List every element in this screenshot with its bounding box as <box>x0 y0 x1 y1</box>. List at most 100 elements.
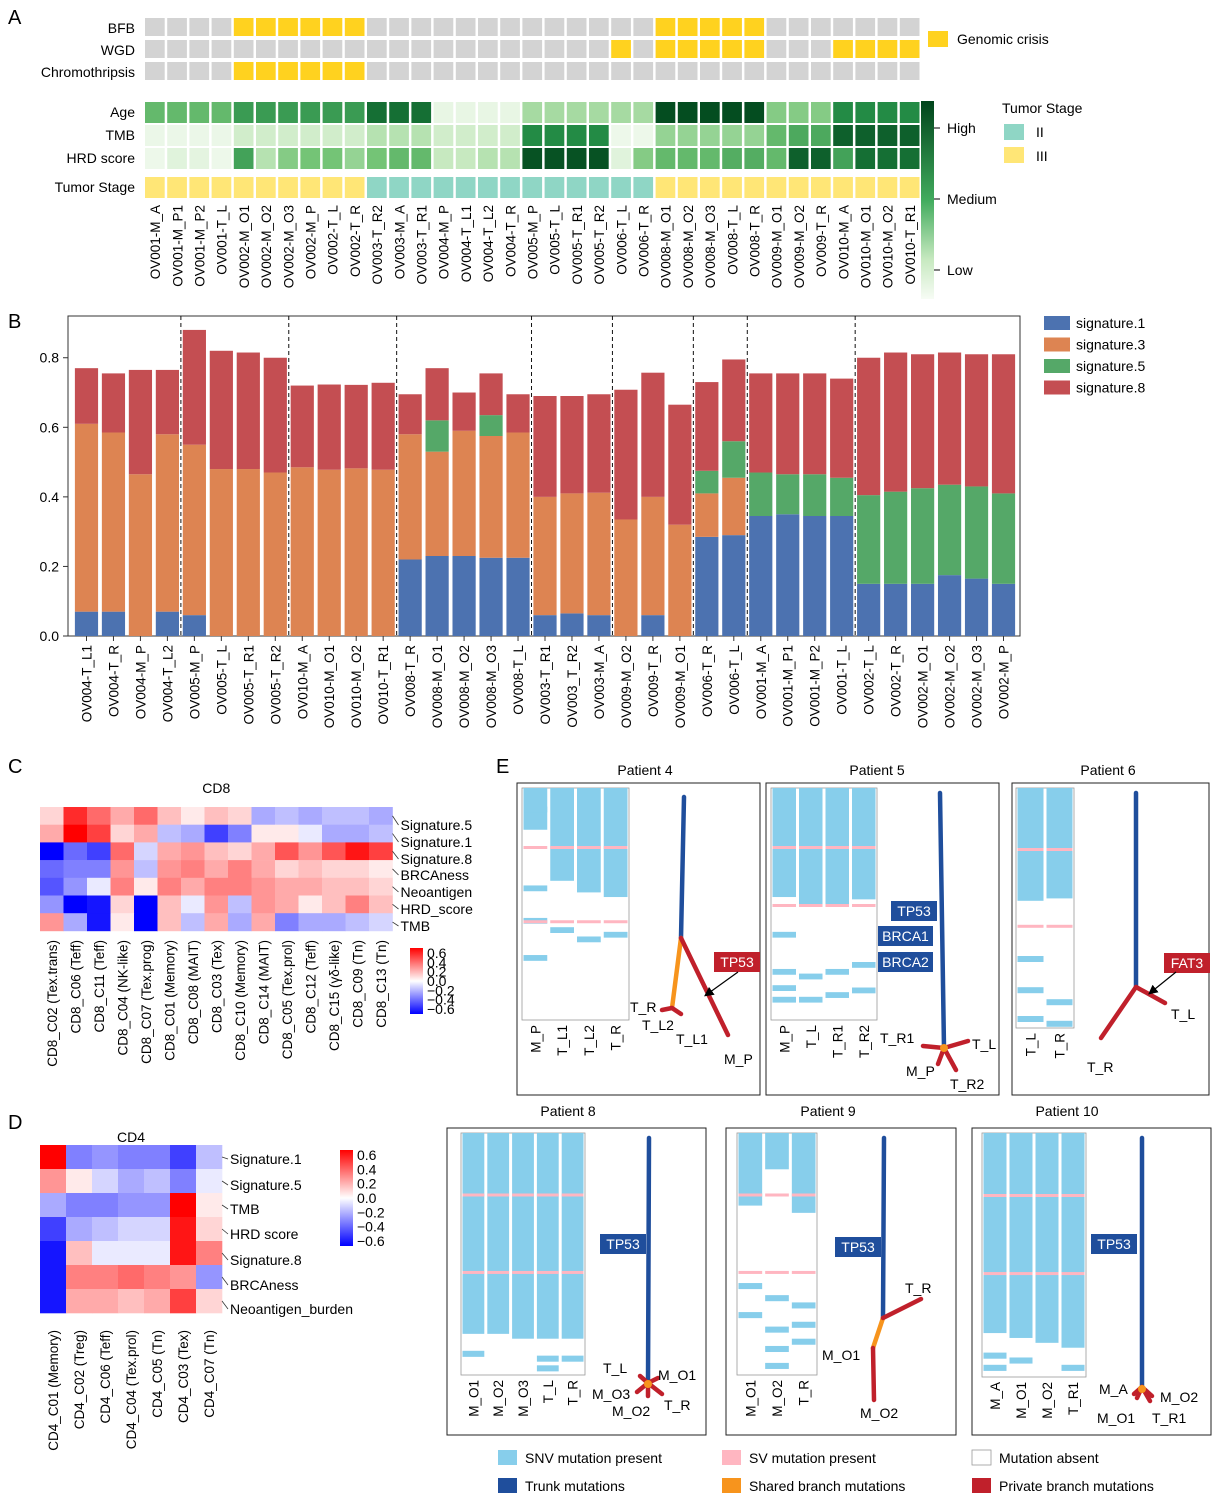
column-label: CD4_C04 (Tex.prol) <box>124 1330 139 1449</box>
stage-cell <box>522 177 543 198</box>
panel-label-d: D <box>8 1112 22 1134</box>
level-cell <box>788 148 809 169</box>
level-cell <box>367 102 387 123</box>
stage-cell <box>899 177 920 198</box>
bar-segment-signature-3 <box>398 434 422 560</box>
matrix-column-label: M_O1 <box>466 1380 481 1417</box>
shared-node <box>1138 1385 1146 1393</box>
heatmap-cell <box>63 877 88 896</box>
sv-line <box>1046 924 1073 928</box>
stage-cell <box>478 177 498 198</box>
bar-segment-signature-1 <box>991 583 1016 636</box>
matrix-column-label: T_R <box>566 1380 581 1406</box>
crisis-cell <box>566 62 587 80</box>
heatmap-cell <box>196 1241 223 1266</box>
level-cell <box>389 148 409 169</box>
heatmap-cell <box>228 842 252 861</box>
sv-line <box>772 846 796 849</box>
sample-tick-label: OV001-M_P1 <box>170 205 185 287</box>
sv-line <box>550 846 574 849</box>
heatmap-cell <box>157 895 182 914</box>
level-cell <box>344 148 365 169</box>
heatmap-cell <box>298 807 323 825</box>
stage-cell <box>633 177 654 198</box>
heatmap-cell <box>92 1265 119 1290</box>
sv-line <box>791 1193 816 1197</box>
crisis-cell <box>855 40 876 58</box>
row-label-leader <box>221 1228 229 1235</box>
bar-segment-signature-8 <box>209 350 233 470</box>
bar-segment-signature-5 <box>857 495 881 584</box>
snv-block <box>462 1133 485 1334</box>
crisis-cell <box>522 40 543 58</box>
tree-branch <box>678 935 731 1038</box>
gene-label-box <box>878 926 933 946</box>
heatmap-cell <box>110 842 135 861</box>
column-label: CD8_C13 (Tn) <box>374 940 389 1028</box>
bar-segment-signature-5 <box>749 472 773 516</box>
level-cell <box>500 102 520 123</box>
stage-cell <box>189 177 210 198</box>
row-label-leader <box>392 815 399 826</box>
heatmap-cell <box>87 807 111 825</box>
heatmap-cell <box>87 913 111 932</box>
colorbar-tick-label: 0.0 <box>427 973 447 989</box>
x-tick-label: OV002-M_O1 <box>916 645 931 728</box>
panel-label-e: E <box>496 756 509 778</box>
heatmap-cell <box>345 913 370 932</box>
x-tick-label: OV003_T_R2 <box>565 645 580 728</box>
heatmap-cell <box>144 1193 171 1218</box>
colorbar-tick-label: −0.2 <box>427 982 455 998</box>
panel-label-a: A <box>8 7 22 29</box>
bar-segment-signature-8 <box>776 373 800 475</box>
heatmap-cell <box>228 913 252 932</box>
x-tick-label: OV009-M_O2 <box>619 645 634 728</box>
level-cell <box>500 148 520 169</box>
legend-swatch <box>972 1478 991 1493</box>
column-label: CD8_C03 (Tex) <box>209 940 224 1033</box>
gene-label: FAT3 <box>1171 955 1204 971</box>
heatmap-cell <box>40 807 64 825</box>
sample-tick-label: OV010-M_O1 <box>859 205 874 288</box>
level-cell <box>233 148 254 169</box>
legend-label: signature.3 <box>1076 337 1145 353</box>
row-label: Signature.8 <box>230 1252 302 1268</box>
snv-block <box>772 788 796 898</box>
level-cell <box>322 102 343 123</box>
x-tick-label: OV004-M_P <box>133 645 148 719</box>
tree-node-label: T_L1 <box>676 1031 708 1047</box>
crisis-cell <box>788 18 809 36</box>
column-label: CD8_C02 (Tex.trans) <box>45 940 60 1067</box>
panel-c: CD8 Signature.5Signature.1Signature.8BRCA… <box>40 780 473 1067</box>
crisis-cell <box>500 62 520 80</box>
crisis-cell <box>788 40 809 58</box>
row-label-level: Age <box>110 104 135 120</box>
heatmap-cell <box>110 807 135 825</box>
snv-block <box>791 1321 816 1328</box>
crisis-cell <box>589 40 609 58</box>
snv-block <box>603 788 628 898</box>
sv-line <box>765 1270 789 1274</box>
tree-node-label: M_O1 <box>1097 1410 1135 1426</box>
row-label-chromothripsis: Chromothripsis <box>41 64 135 80</box>
sv-line <box>487 1193 510 1197</box>
heatmap-cell <box>40 1265 67 1290</box>
heatmap-cell <box>228 895 252 914</box>
sample-tick-label: OV008-M_O3 <box>703 205 718 288</box>
sv-line <box>603 920 628 924</box>
crisis-cell <box>855 18 876 36</box>
heatmap-cell <box>369 913 393 932</box>
heatmap-cell <box>40 877 64 896</box>
sample-tick-label: OV004-T_R <box>503 205 518 277</box>
heatmap-cell <box>87 824 111 843</box>
level-cell <box>189 102 210 123</box>
arrow-icon <box>704 971 739 997</box>
sample-tick-label: OV001-T_L <box>215 205 230 275</box>
row-label: Signature.5 <box>401 817 473 833</box>
bar-segment-signature-3 <box>236 469 260 636</box>
gene-label-box <box>835 1237 881 1257</box>
tree-branch <box>941 1038 971 1051</box>
level-cell <box>700 102 720 123</box>
heatmap-cell <box>157 824 182 843</box>
